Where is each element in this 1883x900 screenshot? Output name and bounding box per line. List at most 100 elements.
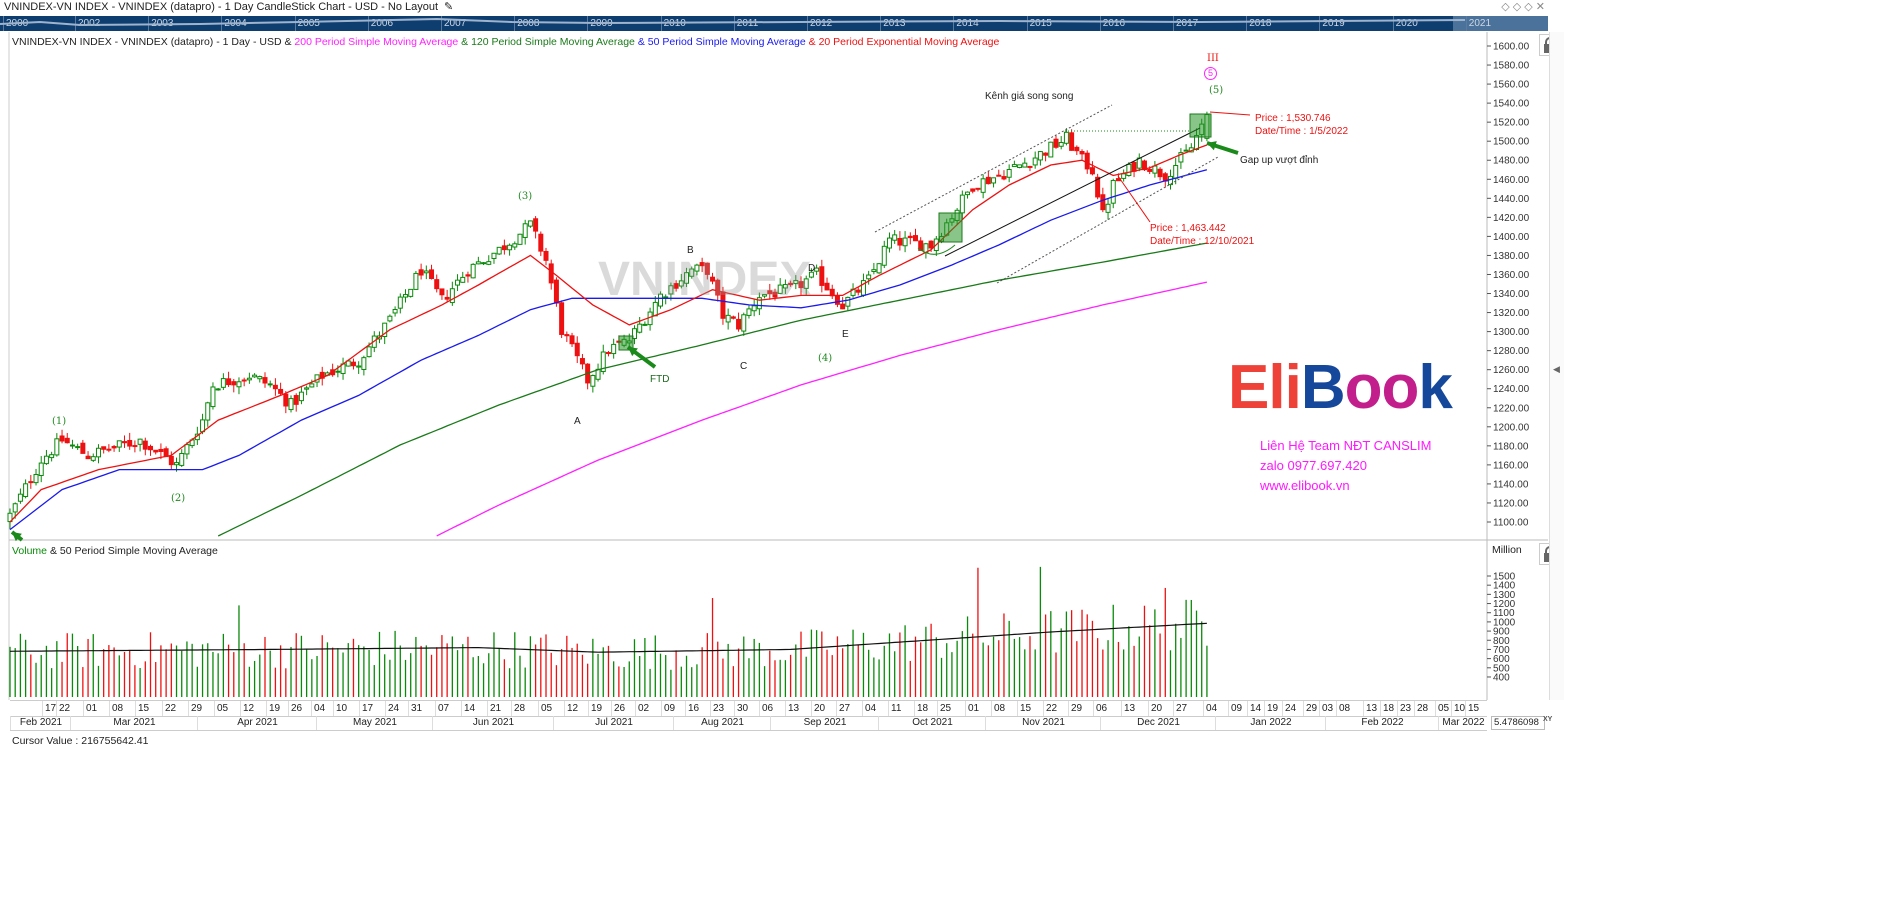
navigator-year[interactable]: 2013 [880,16,905,31]
volume-tick-label: 1300 [1493,590,1516,601]
navigator-year[interactable]: 2012 [807,16,832,31]
candle [1079,149,1085,160]
watermark: VNINDEX [598,253,812,306]
candle-body [387,315,393,322]
candle-body [215,388,221,391]
navigator-year[interactable]: 2008 [514,16,539,31]
navigator-year[interactable]: 2019 [1319,16,1345,31]
candle [507,243,513,256]
candle [855,287,861,296]
wave-degree-III: III [1207,53,1219,64]
candle [741,312,747,336]
wave-label-c: C [740,361,748,372]
candle [975,187,981,192]
navigator-year[interactable]: 2006 [367,16,393,31]
candle-body [902,237,908,247]
candle [533,216,539,239]
ema20-line [9,144,1208,523]
x-day-label: 08 [109,701,123,716]
candle-body [309,383,315,388]
highlight-box [938,212,963,243]
xy-value-field[interactable]: 5.4786098 [1491,716,1545,730]
volume-legend-label: Volume [12,545,48,557]
navigator-year[interactable]: 2015 [1026,16,1052,31]
candle [127,432,133,450]
volume-tick-label: 700 [1493,645,1510,656]
candle [965,191,971,199]
navigator-year[interactable]: 2014 [953,16,979,31]
candle-body [1006,168,1012,178]
navigator-year[interactable]: 2021 [1465,16,1491,31]
candle [168,451,174,470]
xy-lock-button[interactable]: XY [1543,716,1553,723]
candle-body [465,274,471,277]
candle-body [298,391,304,402]
candle-body [1074,146,1080,152]
candle [684,267,690,288]
navigator-year[interactable]: 2005 [294,16,320,31]
candle-body [293,395,299,405]
x-month-label: Aug 2021 [673,716,771,730]
candle-body [64,437,70,444]
navigator-year[interactable]: 2018 [1246,16,1271,31]
vertical-scrollbar[interactable]: ◀ [1549,32,1564,700]
candle-body [746,308,752,316]
candle-body [840,303,846,310]
candle [991,177,997,188]
candle [142,437,148,456]
navigator-year[interactable]: 2002 [75,16,100,31]
candle-body [179,453,185,466]
y-tick-label: 1320.00 [1493,308,1530,319]
candle [881,240,887,269]
candle-body [579,358,585,365]
navigator-year[interactable]: 2011 [733,16,758,31]
ftd-arrow-icon [626,345,657,369]
candle [267,380,273,388]
x-day-label: 15 [135,701,149,716]
x-axis-months[interactable]: Feb 2021 Mar 2021 Apr 2021 May 2021 Jun 2021… [10,716,1487,731]
volume-tick-label: 800 [1493,636,1510,647]
candle-body [413,272,419,290]
y-tick-label: 1220.00 [1493,403,1530,414]
candle-body [730,316,736,319]
scroll-left-arrow-icon[interactable]: ◀ [1553,364,1560,374]
navigator-year[interactable]: 2007 [441,16,466,31]
candle-body [38,462,44,477]
candle [298,386,304,405]
y-tick-label: 1500.00 [1493,137,1530,148]
candle-body [522,223,528,238]
navigator-year[interactable]: 2020 [1392,16,1418,31]
candle [106,444,112,453]
navigator-year[interactable]: 2017 [1173,16,1198,31]
candle-body [694,264,700,272]
navigator-year[interactable]: 2016 [1099,16,1125,31]
x-axis-days[interactable]: 17 22 01 08 15 22 29 05 12 19 26 04 10 17 24 31 07 14 21 28… [10,700,1487,717]
x-day-label: 05 [1435,701,1449,716]
pencil-icon[interactable]: ✎ [444,1,454,13]
candle-body [980,178,986,193]
candle [262,372,268,388]
candle-body [1147,168,1153,172]
channel-label: Kênh giá song song [985,91,1074,102]
candle-body [1126,163,1132,176]
candle-body [1069,132,1075,151]
channel-upper-line [874,104,1113,233]
x-day-label: 17 [359,701,373,716]
candle [481,261,487,266]
candle-body [288,398,294,411]
candle-body [814,267,820,272]
promo-website[interactable]: www.elibook.vn [1260,478,1350,493]
navigator-history-line [0,17,1466,27]
candle [1126,162,1132,177]
candle-body [496,246,502,255]
legend-base: VNINDEX-VN INDEX - VNINDEX (datapro) - 1… [12,36,295,48]
window-controls[interactable]: ◇ ◇ ◇ ✕ [1501,1,1545,13]
candle [413,270,419,290]
candle-body [725,314,731,323]
candle-body [1084,152,1090,170]
legend-sep: & [634,36,648,48]
navigator-thumb[interactable] [1453,16,1548,31]
candles [7,111,1210,530]
candle [278,382,284,396]
